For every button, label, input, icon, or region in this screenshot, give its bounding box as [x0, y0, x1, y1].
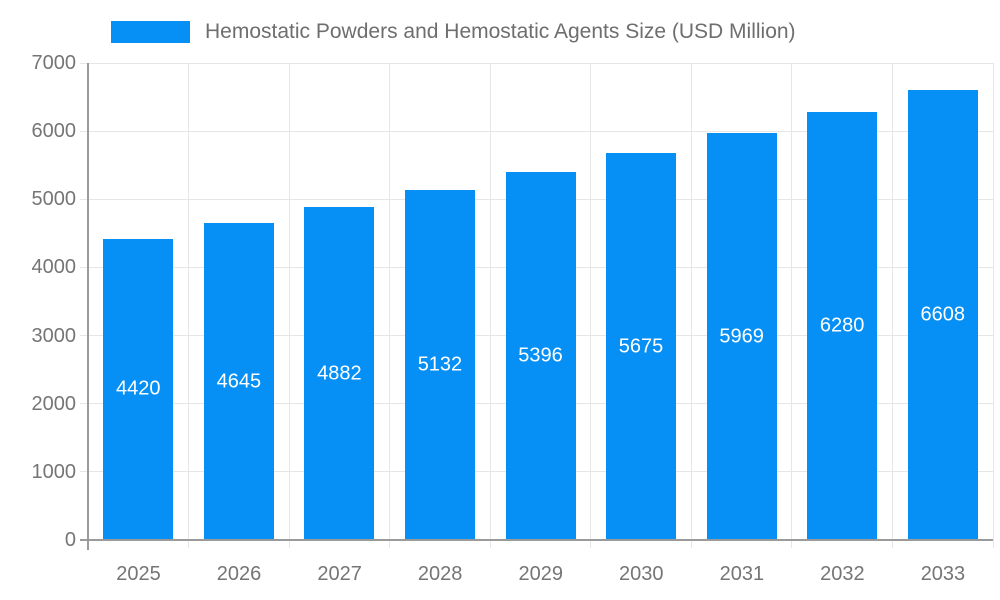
y-axis-tick-label: 7000: [31, 52, 77, 74]
gridline-vertical: [590, 63, 592, 548]
legend-item[interactable]: Hemostatic Powders and Hemostatic Agents…: [111, 20, 796, 44]
x-axis-tick-label: 2026: [216, 563, 262, 585]
y-axis-tick-label: 3000: [31, 324, 77, 347]
bar[interactable]: 4420: [103, 238, 174, 540]
gridline-vertical: [891, 63, 893, 548]
y-axis-tick-label: 1000: [31, 460, 77, 483]
x-axis-tick-label: 2031: [719, 563, 765, 585]
bar[interactable]: 4645: [203, 223, 274, 540]
x-axis-tick-label: 2033: [920, 563, 966, 585]
bar[interactable]: 6608: [907, 89, 978, 540]
y-axis-line: [87, 63, 89, 550]
bar-value-label: 4420: [116, 377, 161, 400]
bar[interactable]: 5132: [404, 190, 475, 540]
bar[interactable]: 5675: [606, 153, 677, 540]
plot-area: 0 1000 2000 3000 4000 5000 6000 7000 4420 2025 464…: [32, 52, 994, 585]
bar-value-label: 4882: [317, 362, 362, 385]
gridline-vertical: [188, 63, 190, 548]
gridline-vertical: [389, 63, 391, 548]
bar-value-label: 5132: [417, 353, 463, 376]
x-axis-line: [80, 539, 993, 541]
bar-value-label: 5969: [719, 325, 764, 348]
gridline-vertical: [791, 63, 793, 548]
y-axis-tick-label: 0: [64, 529, 76, 551]
x-axis-tick-label: 2025: [116, 563, 161, 585]
x-axis-tick-label: 2028: [417, 563, 463, 585]
bar[interactable]: 6280: [807, 112, 878, 540]
x-axis-tick-label: 2027: [317, 563, 362, 585]
bar-value-label: 5396: [518, 344, 563, 367]
gridline-vertical: [489, 63, 491, 548]
bar-value-label: 6280: [819, 314, 865, 337]
x-axis-tick-label: 2029: [518, 563, 563, 585]
y-axis-tick-label: 2000: [31, 392, 77, 415]
legend-label: Hemostatic Powders and Hemostatic Agents…: [205, 20, 796, 43]
bar-value-label: 6608: [920, 303, 965, 326]
bar-value-label: 4645: [216, 370, 262, 393]
x-axis-tick-label: 2030: [619, 563, 664, 585]
bar-value-label: 5675: [618, 335, 664, 358]
x-axis-tick-label: 2032: [820, 563, 865, 585]
gridline-vertical: [288, 63, 290, 548]
bar[interactable]: 5396: [505, 172, 576, 540]
y-axis-tick-label: 5000: [31, 188, 77, 211]
legend-swatch-icon: [111, 21, 190, 43]
bar[interactable]: 4882: [304, 207, 375, 540]
y-axis-tick-label: 6000: [31, 120, 77, 143]
gridline-vertical: [690, 63, 692, 548]
bar[interactable]: 5969: [706, 133, 777, 540]
y-axis-tick-label: 4000: [31, 256, 77, 279]
gridline-horizontal: [80, 62, 993, 64]
gridline-vertical: [992, 63, 994, 548]
gridline-horizontal: [80, 130, 993, 132]
